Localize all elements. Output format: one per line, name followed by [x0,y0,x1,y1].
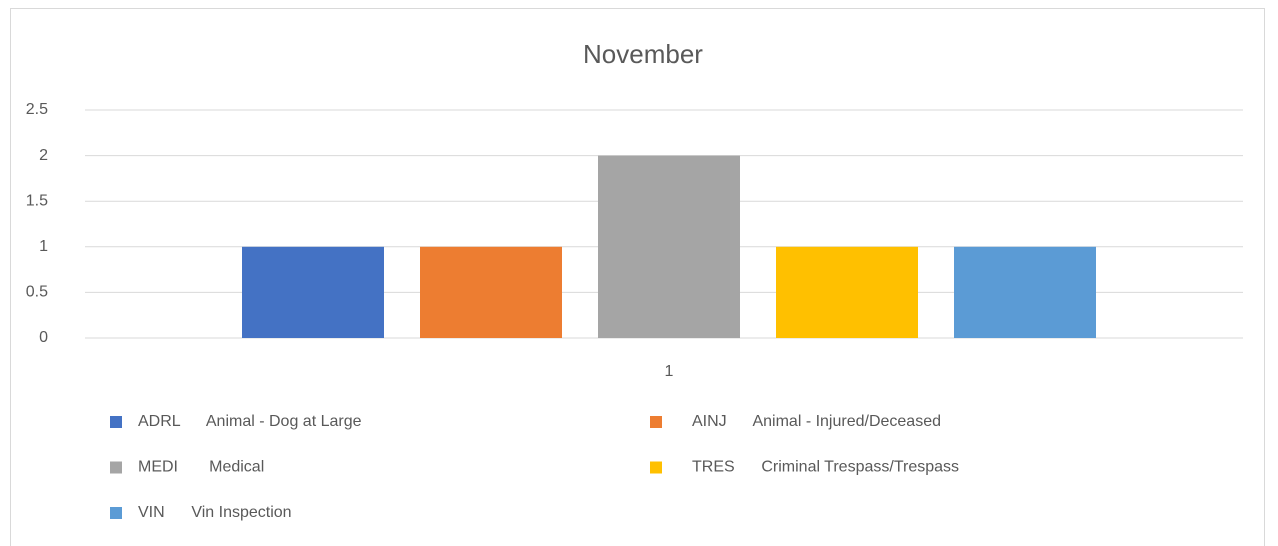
legend-label: VIN Vin Inspection [138,504,292,521]
legend-swatch [650,461,662,474]
legend-label: MEDI Medical [138,459,264,476]
legend-swatch [110,416,122,428]
y-tick-label: 1.5 [26,192,48,209]
legend-label: TRES Criminal Trespass/Trespass [692,459,959,476]
bar [420,246,562,338]
y-tick-label: 0.5 [26,284,48,301]
legend-label: AINJ Animal - Injured/Deceased [692,413,941,430]
legend-swatch [110,461,122,474]
bar [776,246,918,338]
y-tick-label: 0 [39,329,48,346]
bar [954,246,1096,338]
x-tick-label: 1 [665,363,674,380]
legend-label: ADRL Animal - Dog at Large [138,413,362,430]
legend-swatch [650,416,662,428]
bar [242,246,384,338]
legend-swatch [110,507,122,519]
bar [598,155,740,338]
y-tick-label: 2 [39,147,48,164]
y-tick-label: 2.5 [26,101,48,118]
y-tick-label: 1 [39,238,48,255]
chart-title: November [583,39,703,69]
